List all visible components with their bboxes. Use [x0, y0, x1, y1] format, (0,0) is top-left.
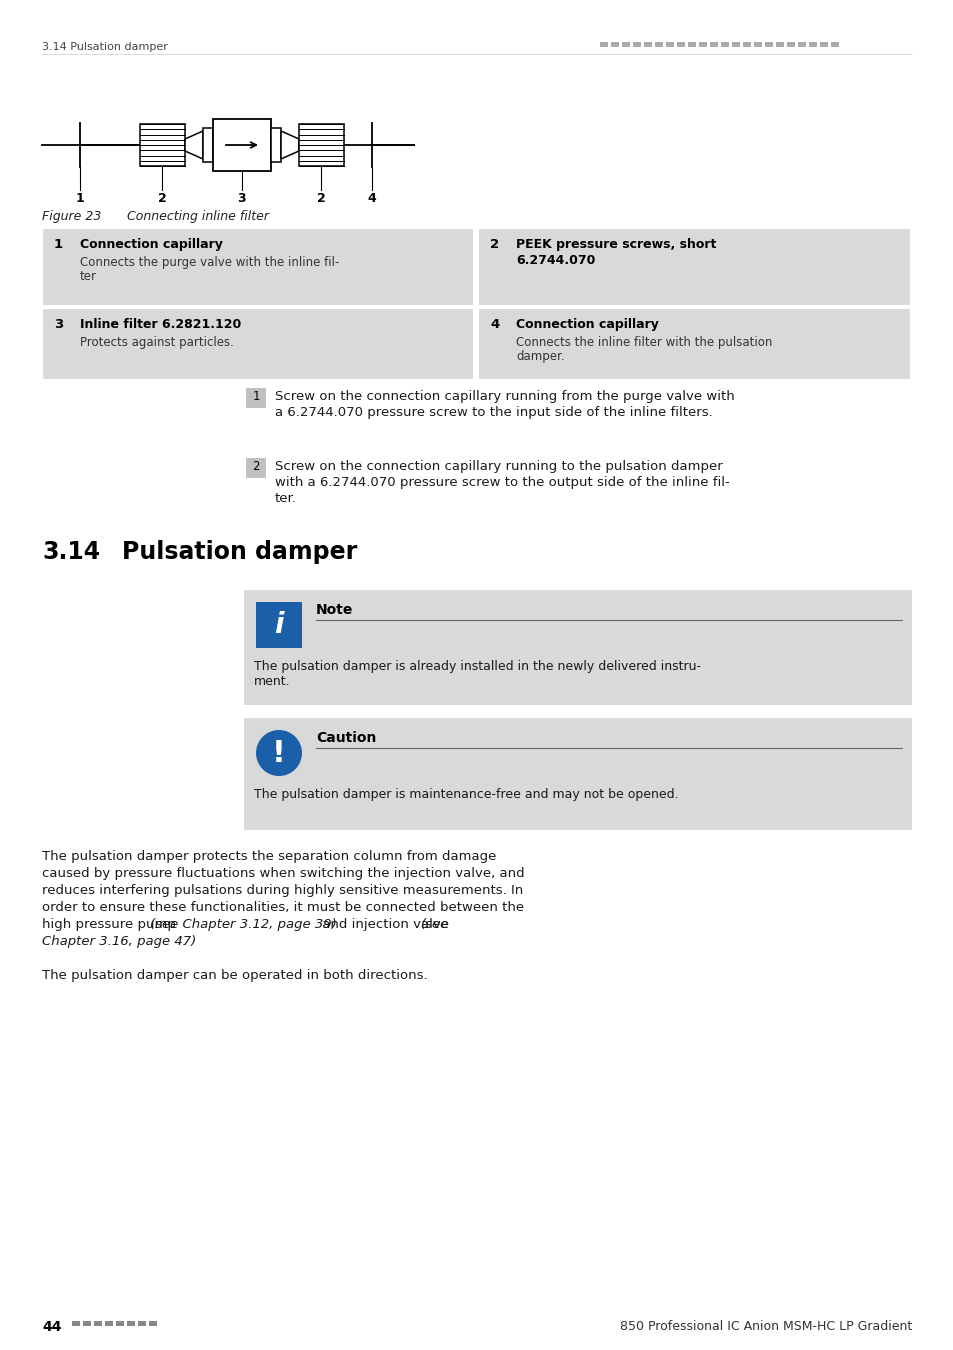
Text: The pulsation damper can be operated in both directions.: The pulsation damper can be operated in …	[42, 969, 427, 981]
Bar	[42, 228, 474, 306]
Text: !: !	[272, 738, 286, 768]
Text: Figure 23: Figure 23	[42, 211, 101, 223]
Bar	[699, 42, 706, 47]
Text: reduces interfering pulsations during highly sensitive measurements. In: reduces interfering pulsations during hi…	[42, 884, 522, 896]
Text: (see Chapter 3.12, page 39): (see Chapter 3.12, page 39)	[150, 918, 336, 932]
Polygon shape	[185, 131, 203, 159]
Bar	[127, 1322, 135, 1326]
Text: 2: 2	[252, 460, 259, 472]
Text: ter.: ter.	[274, 491, 296, 505]
Bar	[138, 1322, 146, 1326]
Text: Connection capillary: Connection capillary	[516, 319, 659, 331]
Bar	[246, 387, 266, 408]
Text: 2: 2	[490, 238, 499, 251]
Text: caused by pressure fluctuations when switching the injection valve, and: caused by pressure fluctuations when swi…	[42, 867, 524, 880]
Bar	[797, 42, 805, 47]
Bar	[478, 308, 910, 379]
Text: 2: 2	[316, 192, 325, 205]
Bar	[753, 42, 761, 47]
Text: Pulsation damper: Pulsation damper	[122, 540, 356, 564]
Bar	[830, 42, 838, 47]
Bar	[599, 42, 607, 47]
Text: The pulsation damper is already installed in the newly delivered instru-: The pulsation damper is already installe…	[253, 660, 700, 674]
Text: 4: 4	[490, 319, 499, 331]
Bar	[83, 1322, 91, 1326]
Text: with a 6.2744.070 pressure screw to the output side of the inline fil-: with a 6.2744.070 pressure screw to the …	[274, 477, 729, 489]
Bar	[140, 124, 185, 166]
Text: Chapter 3.16, page 47): Chapter 3.16, page 47)	[42, 936, 196, 948]
Text: Note: Note	[315, 603, 353, 617]
Text: high pressure pump: high pressure pump	[42, 918, 180, 932]
Bar	[643, 42, 651, 47]
Bar	[149, 1322, 157, 1326]
Bar	[709, 42, 718, 47]
Text: i: i	[274, 612, 283, 639]
Text: The pulsation damper protects the separation column from damage: The pulsation damper protects the separa…	[42, 850, 496, 863]
Text: 3: 3	[237, 192, 246, 205]
Bar	[808, 42, 816, 47]
Bar	[742, 42, 750, 47]
Bar	[213, 119, 271, 171]
Text: The pulsation damper is maintenance-free and may not be opened.: The pulsation damper is maintenance-free…	[253, 788, 678, 801]
Text: damper.: damper.	[516, 350, 564, 363]
Text: and injection valve: and injection valve	[317, 918, 453, 932]
Text: 1: 1	[252, 390, 259, 404]
Text: ter: ter	[80, 270, 97, 284]
Bar	[655, 42, 662, 47]
Text: 1: 1	[75, 192, 84, 205]
Text: .: .	[182, 936, 186, 948]
Bar	[116, 1322, 124, 1326]
Text: Caution: Caution	[315, 730, 376, 745]
Text: Connects the purge valve with the inline fil-: Connects the purge valve with the inline…	[80, 256, 339, 269]
Text: Connecting inline filter: Connecting inline filter	[115, 211, 269, 223]
Text: 4: 4	[367, 192, 376, 205]
Circle shape	[255, 730, 302, 776]
Text: Inline filter 6.2821.120: Inline filter 6.2821.120	[80, 319, 241, 331]
Bar	[255, 602, 302, 648]
Bar	[244, 718, 911, 830]
Bar	[677, 42, 684, 47]
Bar	[731, 42, 740, 47]
Text: 6.2744.070: 6.2744.070	[516, 254, 596, 267]
Text: Connects the inline filter with the pulsation: Connects the inline filter with the puls…	[516, 336, 772, 350]
Bar	[621, 42, 629, 47]
Bar	[244, 590, 911, 705]
Text: PEEK pressure screws, short: PEEK pressure screws, short	[516, 238, 716, 251]
Bar	[764, 42, 772, 47]
Text: Screw on the connection capillary running to the pulsation damper: Screw on the connection capillary runnin…	[274, 460, 722, 472]
Bar	[820, 42, 827, 47]
Text: 44: 44	[42, 1320, 61, 1334]
Bar	[720, 42, 728, 47]
Bar	[786, 42, 794, 47]
Bar	[298, 124, 344, 166]
Text: ment.: ment.	[253, 675, 291, 688]
Text: (see: (see	[420, 918, 449, 932]
Bar	[42, 308, 474, 379]
Bar	[105, 1322, 112, 1326]
Bar	[94, 1322, 102, 1326]
Text: 2: 2	[157, 192, 166, 205]
Polygon shape	[281, 131, 298, 159]
Text: 3: 3	[54, 319, 63, 331]
Text: a 6.2744.070 pressure screw to the input side of the inline filters.: a 6.2744.070 pressure screw to the input…	[274, 406, 712, 418]
Bar	[246, 458, 266, 478]
Text: Protects against particles.: Protects against particles.	[80, 336, 233, 350]
Text: Connection capillary: Connection capillary	[80, 238, 223, 251]
Text: 3.14 Pulsation damper: 3.14 Pulsation damper	[42, 42, 168, 53]
Text: Screw on the connection capillary running from the purge valve with: Screw on the connection capillary runnin…	[274, 390, 734, 404]
Bar	[478, 228, 910, 306]
Bar	[775, 42, 783, 47]
Text: 1: 1	[54, 238, 63, 251]
Bar	[610, 42, 618, 47]
Bar	[271, 128, 281, 162]
Bar	[203, 128, 213, 162]
Bar	[71, 1322, 80, 1326]
Text: 850 Professional IC Anion MSM-HC LP Gradient: 850 Professional IC Anion MSM-HC LP Grad…	[619, 1320, 911, 1332]
Bar	[633, 42, 640, 47]
Bar	[687, 42, 696, 47]
Text: 3.14: 3.14	[42, 540, 100, 564]
Text: order to ensure these functionalities, it must be connected between the: order to ensure these functionalities, i…	[42, 900, 523, 914]
Bar	[665, 42, 673, 47]
